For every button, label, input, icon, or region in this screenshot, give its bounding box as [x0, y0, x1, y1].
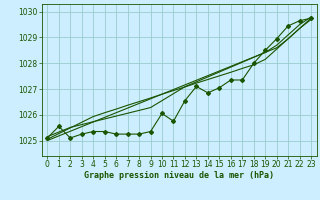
- X-axis label: Graphe pression niveau de la mer (hPa): Graphe pression niveau de la mer (hPa): [84, 171, 274, 180]
